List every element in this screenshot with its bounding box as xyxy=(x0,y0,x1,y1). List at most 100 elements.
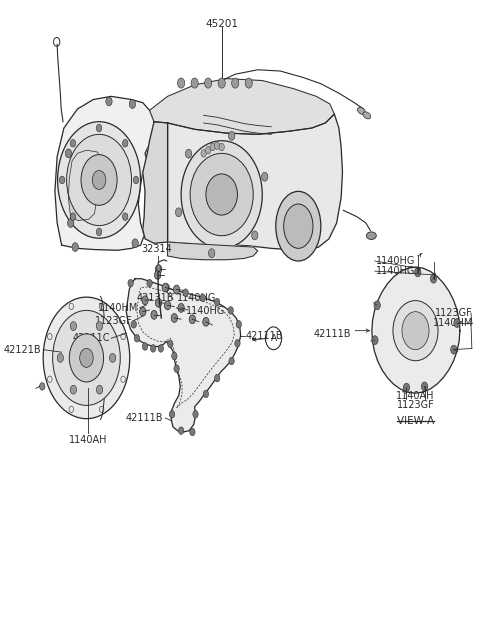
Circle shape xyxy=(168,340,173,348)
Circle shape xyxy=(185,149,192,158)
Circle shape xyxy=(156,298,162,307)
Text: 1140HG: 1140HG xyxy=(177,293,216,303)
Circle shape xyxy=(140,307,146,316)
Circle shape xyxy=(252,231,258,240)
Polygon shape xyxy=(69,150,100,221)
Circle shape xyxy=(70,139,76,147)
Circle shape xyxy=(155,270,161,279)
Circle shape xyxy=(205,146,211,154)
Polygon shape xyxy=(168,242,258,259)
Text: 1140HG: 1140HG xyxy=(186,306,225,316)
Circle shape xyxy=(151,310,157,319)
Circle shape xyxy=(178,303,184,312)
Circle shape xyxy=(122,213,128,221)
Polygon shape xyxy=(126,279,240,432)
Circle shape xyxy=(191,78,198,88)
Circle shape xyxy=(372,336,378,345)
Circle shape xyxy=(403,384,409,392)
Circle shape xyxy=(208,249,215,258)
Ellipse shape xyxy=(393,301,438,361)
Circle shape xyxy=(57,354,63,363)
Circle shape xyxy=(189,315,195,324)
Circle shape xyxy=(228,132,235,141)
Circle shape xyxy=(165,301,171,310)
Circle shape xyxy=(65,149,72,158)
Ellipse shape xyxy=(181,141,262,248)
Circle shape xyxy=(39,383,45,391)
Circle shape xyxy=(218,78,225,88)
Circle shape xyxy=(431,274,437,283)
Circle shape xyxy=(179,427,184,434)
Circle shape xyxy=(173,285,180,294)
Circle shape xyxy=(374,301,380,310)
Circle shape xyxy=(131,321,136,328)
Text: 42121B: 42121B xyxy=(4,345,41,355)
Circle shape xyxy=(70,322,76,331)
Circle shape xyxy=(156,265,162,273)
Circle shape xyxy=(421,382,428,391)
Text: 42131B: 42131B xyxy=(137,293,174,303)
Circle shape xyxy=(68,219,74,228)
Circle shape xyxy=(245,78,252,88)
Circle shape xyxy=(142,296,148,305)
Circle shape xyxy=(147,279,152,287)
Circle shape xyxy=(129,100,135,108)
Polygon shape xyxy=(372,267,460,393)
Text: 42111B: 42111B xyxy=(126,413,163,423)
Circle shape xyxy=(162,283,168,292)
Polygon shape xyxy=(168,114,343,249)
Circle shape xyxy=(204,78,212,88)
Circle shape xyxy=(193,410,198,418)
Circle shape xyxy=(190,428,195,436)
Ellipse shape xyxy=(358,107,365,114)
Ellipse shape xyxy=(190,153,253,236)
Circle shape xyxy=(203,391,209,398)
Circle shape xyxy=(200,294,205,301)
Circle shape xyxy=(122,139,128,147)
Text: VIEW A: VIEW A xyxy=(397,416,434,426)
Circle shape xyxy=(229,357,234,365)
Circle shape xyxy=(169,410,175,418)
Text: 1123GF: 1123GF xyxy=(396,400,434,410)
Circle shape xyxy=(203,317,209,326)
Polygon shape xyxy=(143,121,168,244)
Text: 1140HM: 1140HM xyxy=(98,303,138,313)
Circle shape xyxy=(80,349,93,368)
Text: 42111B: 42111B xyxy=(246,331,284,341)
Circle shape xyxy=(201,149,206,157)
Circle shape xyxy=(402,312,429,350)
Ellipse shape xyxy=(284,204,313,248)
Circle shape xyxy=(451,345,457,354)
Circle shape xyxy=(43,297,130,418)
Circle shape xyxy=(128,279,133,287)
Circle shape xyxy=(236,321,241,328)
Circle shape xyxy=(178,78,185,88)
Circle shape xyxy=(133,176,139,184)
Circle shape xyxy=(109,354,116,363)
Circle shape xyxy=(156,265,161,271)
Ellipse shape xyxy=(366,232,376,240)
Circle shape xyxy=(228,307,233,314)
Text: 42111B: 42111B xyxy=(313,329,350,340)
Circle shape xyxy=(415,268,421,277)
Circle shape xyxy=(262,172,268,181)
Circle shape xyxy=(96,385,103,394)
Text: 45201: 45201 xyxy=(205,19,238,29)
Circle shape xyxy=(69,334,104,382)
Circle shape xyxy=(172,352,177,360)
Circle shape xyxy=(215,142,220,149)
Circle shape xyxy=(96,322,103,331)
Circle shape xyxy=(171,314,178,322)
Circle shape xyxy=(143,343,148,350)
Circle shape xyxy=(158,345,164,352)
Text: 1123GF: 1123GF xyxy=(435,308,473,318)
Text: 1140HG: 1140HG xyxy=(376,266,415,276)
Circle shape xyxy=(67,134,132,226)
Circle shape xyxy=(231,78,239,88)
Circle shape xyxy=(174,365,180,373)
Polygon shape xyxy=(150,79,335,134)
Text: 42111C: 42111C xyxy=(72,333,110,343)
Circle shape xyxy=(70,213,76,221)
Ellipse shape xyxy=(276,191,321,261)
Circle shape xyxy=(106,97,112,106)
